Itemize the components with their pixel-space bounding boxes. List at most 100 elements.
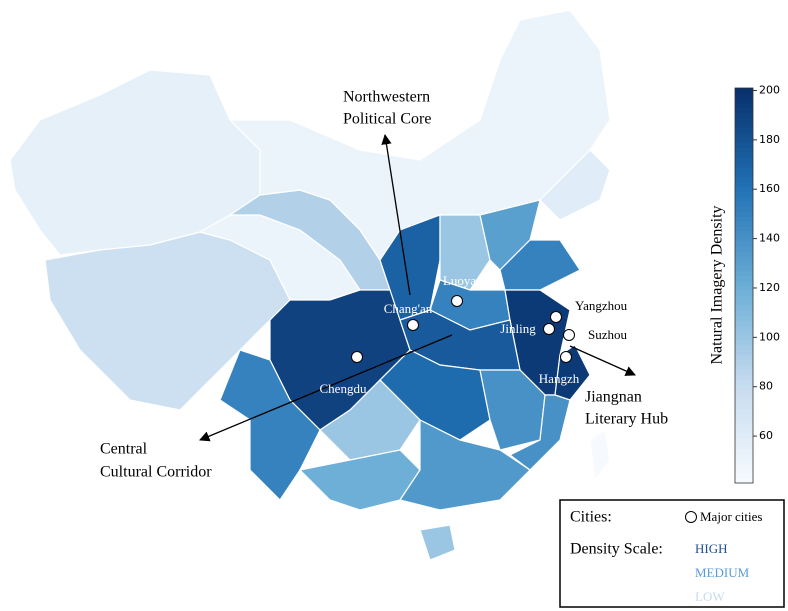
city-marker xyxy=(543,323,555,335)
colorbar-band xyxy=(735,329,753,336)
colorbar-band xyxy=(735,181,753,188)
colorbar-band xyxy=(735,428,753,435)
city-marker xyxy=(560,351,572,363)
colorbar-band xyxy=(735,226,753,232)
region xyxy=(419,524,456,561)
city-marker xyxy=(407,319,419,331)
legend-title: Density Scale: xyxy=(570,541,663,558)
colorbar-tick-label: 120 xyxy=(759,281,780,294)
colorbar-band xyxy=(735,325,753,331)
colorbar-band xyxy=(735,418,753,425)
colorbar-band xyxy=(735,265,753,272)
region xyxy=(228,9,611,262)
colorbar-tick-label: 140 xyxy=(759,232,780,245)
colorbar-band xyxy=(735,157,753,163)
colorbar-band xyxy=(735,468,753,474)
city-marker xyxy=(563,329,575,341)
annotation-text: Literary Hub xyxy=(585,411,668,428)
region xyxy=(508,394,571,471)
colorbar-tick-label: 80 xyxy=(759,380,773,393)
colorbar-band xyxy=(735,147,753,153)
city-marker xyxy=(550,311,562,323)
legend-box xyxy=(559,499,785,608)
colorbar-band xyxy=(735,295,753,301)
colorbar-band xyxy=(735,107,753,114)
colorbar-band xyxy=(735,97,753,104)
colorbar-band xyxy=(735,241,753,247)
colorbar-band xyxy=(735,379,753,385)
colorbar-band xyxy=(735,290,753,296)
region xyxy=(399,419,531,511)
city-label: Yangzhou xyxy=(575,298,628,313)
city-label: Chang'an xyxy=(384,301,433,316)
colorbar-tick-label: 160 xyxy=(759,182,780,195)
city-label: Chengdu xyxy=(320,381,367,396)
colorbar-band xyxy=(735,270,753,277)
colorbar-band xyxy=(735,349,753,356)
colorbar-band xyxy=(735,359,753,365)
colorbar-band xyxy=(735,88,753,94)
colorbar-band xyxy=(735,255,753,262)
colorbar-frame xyxy=(734,87,754,484)
colorbar-band xyxy=(735,196,753,203)
annotation-arrow xyxy=(199,334,453,442)
colorbar-label: Natural Imagery Density xyxy=(709,205,726,364)
colorbar-band xyxy=(735,117,753,124)
colorbar-band xyxy=(735,260,753,267)
colorbar-band xyxy=(735,152,753,158)
annotation-text: Central xyxy=(100,441,148,458)
colorbar-tick-label: 60 xyxy=(759,429,773,442)
colorbar-band xyxy=(735,275,753,282)
colorbar-band xyxy=(735,162,753,168)
colorbar-band xyxy=(735,433,753,440)
colorbar-band xyxy=(735,389,753,395)
colorbar-band xyxy=(735,443,753,449)
colorbar-band xyxy=(735,211,753,217)
annotation-text: Jiangnan xyxy=(585,389,642,406)
colorbar-band xyxy=(735,132,753,138)
legend-label: Major cities xyxy=(700,509,762,524)
colorbar-band xyxy=(735,413,753,420)
colorbar-band xyxy=(735,137,753,143)
colorbar-band xyxy=(735,315,753,321)
colorbar-band xyxy=(735,478,753,484)
colorbar-band xyxy=(735,285,753,291)
colorbar-band xyxy=(735,246,753,252)
city-label: Luoyang xyxy=(443,273,490,288)
colorbar-band xyxy=(735,334,753,341)
colorbar-band xyxy=(735,102,753,109)
colorbar-band xyxy=(735,408,753,415)
colorbar-band xyxy=(735,216,753,222)
colorbar-band xyxy=(735,423,753,430)
colorbar-band xyxy=(735,453,753,459)
colorbar-band xyxy=(735,384,753,390)
colorbar-band xyxy=(735,142,753,148)
colorbar-band xyxy=(735,186,753,193)
city-marker xyxy=(351,351,363,363)
legend-level: HIGH xyxy=(695,541,728,556)
colorbar-band xyxy=(735,310,753,316)
colorbar-band xyxy=(735,339,753,346)
colorbar-band xyxy=(735,369,753,375)
colorbar-band xyxy=(735,404,753,410)
legend-title: Cities: xyxy=(570,509,612,526)
colorbar-band xyxy=(735,448,753,454)
legend-level: MEDIUM xyxy=(695,565,750,580)
colorbar-tick-label: 200 xyxy=(759,83,780,96)
legend-level: LOW xyxy=(695,589,725,604)
colorbar-band xyxy=(735,300,753,306)
region xyxy=(219,349,321,501)
city-label: Suzhou xyxy=(588,327,628,342)
colorbar-band xyxy=(735,171,753,178)
colorbar-band xyxy=(735,231,753,237)
annotation-text: Cultural Corridor xyxy=(100,464,212,481)
city-label: Hangzh xyxy=(539,371,580,386)
overlay: Northwestern Political Core Central Cultura… xyxy=(100,89,668,481)
region xyxy=(539,149,611,221)
colorbar-tick-label: 180 xyxy=(759,133,780,146)
colorbar-band xyxy=(735,399,753,405)
colorbar-band xyxy=(735,221,753,227)
colorbar-band xyxy=(735,250,753,257)
colorbar-band xyxy=(735,236,753,242)
